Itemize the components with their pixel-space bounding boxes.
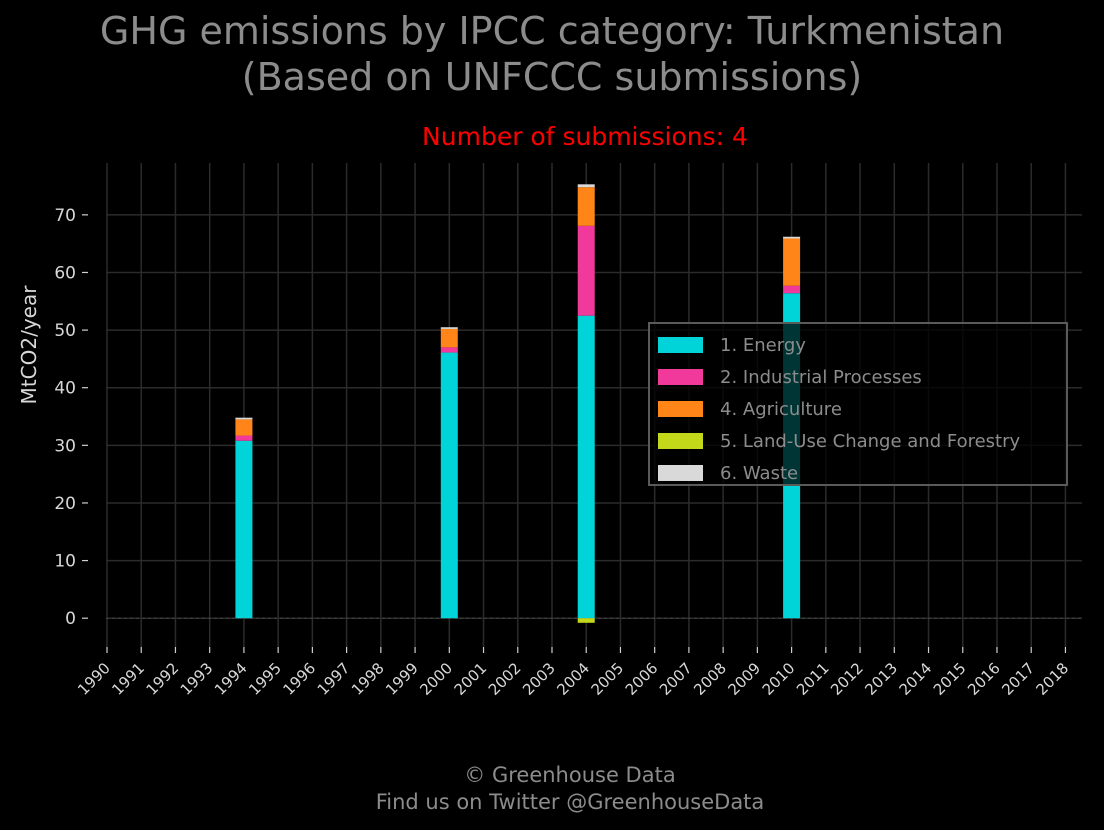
- legend-swatch-waste: [658, 465, 703, 481]
- bar-segment: [577, 187, 595, 226]
- chart-title-line1: GHG emissions by IPCC category: Turkmeni…: [99, 9, 1005, 53]
- bar-segment: [235, 417, 253, 420]
- bar-segment: [783, 236, 801, 239]
- x-tick-label: 2012: [827, 659, 867, 699]
- x-tick-label: 2004: [553, 659, 593, 699]
- legend-swatch-industrial: [658, 369, 703, 385]
- bar-segment: [577, 184, 595, 188]
- x-tick-label: 2010: [759, 659, 799, 699]
- x-tick-label: 2006: [622, 659, 662, 699]
- bar-segment: [235, 440, 253, 619]
- legend-item-waste: 6. Waste: [658, 460, 798, 486]
- bar-segment: [783, 238, 801, 286]
- x-tick-label: 2005: [588, 659, 628, 699]
- chart-subtitle: Number of submissions: 4: [422, 122, 748, 151]
- legend-label-energy: 1. Energy: [720, 334, 806, 356]
- x-tick-label: 2011: [793, 659, 833, 699]
- y-tick-label: 10: [54, 552, 76, 572]
- x-tick-label: 2016: [964, 659, 1004, 699]
- x-tick-label: 2001: [451, 659, 491, 699]
- y-tick-label: 70: [54, 206, 76, 226]
- legend-label-lulucf: 5. Land-Use Change and Forestry: [720, 430, 1021, 452]
- x-tick-label: 1999: [382, 659, 422, 699]
- footer: © Greenhouse Data Find us on Twitter @Gr…: [0, 762, 1104, 816]
- legend: 1. Energy 2. Industrial Processes 4. Agr…: [648, 322, 1068, 486]
- x-tick-label: 2007: [656, 659, 696, 699]
- x-tick-label: 1993: [177, 659, 217, 699]
- x-tick-label: 2017: [998, 659, 1038, 699]
- x-tick-label: 2013: [861, 659, 901, 699]
- y-tick-label: 40: [54, 379, 76, 399]
- x-tick-label: 2002: [485, 659, 525, 699]
- legend-item-energy: 1. Energy: [658, 332, 806, 358]
- bar-segment: [577, 618, 595, 623]
- x-tick-label: 2000: [416, 659, 456, 699]
- bar-segment: [440, 327, 458, 329]
- x-tick-label: 1991: [108, 659, 148, 699]
- x-tick-label: 2008: [690, 659, 730, 699]
- legend-item-lulucf: 5. Land-Use Change and Forestry: [658, 428, 1020, 454]
- y-tick-label: 30: [54, 436, 76, 456]
- x-tick-label: 1990: [74, 659, 114, 699]
- y-tick-label: 20: [54, 494, 76, 514]
- x-tick-label: 2018: [1033, 659, 1073, 699]
- footer-twitter: Find us on Twitter @GreenhouseData: [375, 790, 765, 814]
- bar-segment: [440, 328, 458, 348]
- y-axis-label: MtCO2/year: [17, 285, 41, 405]
- y-tick-label: 0: [65, 609, 76, 629]
- legend-item-industrial: 2. Industrial Processes: [658, 364, 922, 390]
- x-tick-label: 2015: [930, 659, 970, 699]
- footer-copyright: © Greenhouse Data: [464, 763, 676, 787]
- bar-segment: [440, 347, 458, 353]
- bar-segment: [235, 419, 253, 436]
- legend-swatch-agriculture: [658, 401, 703, 417]
- legend-swatch-energy: [658, 337, 703, 353]
- x-tick-label: 2014: [896, 659, 936, 699]
- x-tick-label: 1994: [211, 659, 251, 699]
- bar-segment: [235, 435, 253, 441]
- legend-label-waste: 6. Waste: [720, 462, 799, 484]
- bar-segment: [577, 225, 595, 316]
- legend-item-agriculture: 4. Agriculture: [658, 396, 842, 422]
- y-tick-label: 50: [54, 321, 76, 341]
- legend-swatch-lulucf: [658, 433, 703, 449]
- x-tick-label: 2003: [519, 659, 559, 699]
- x-tick-label: 1997: [314, 659, 354, 699]
- legend-label-industrial: 2. Industrial Processes: [720, 366, 922, 388]
- legend-label-agriculture: 4. Agriculture: [720, 398, 842, 420]
- x-tick-label: 1992: [143, 659, 183, 699]
- bar-segment: [783, 285, 801, 294]
- bar-segment: [577, 315, 595, 619]
- x-tick-label: 1998: [348, 659, 388, 699]
- x-tick-label: 2009: [724, 659, 764, 699]
- chart-title-line2: (Based on UNFCCC submissions): [241, 55, 863, 99]
- bar-segment: [440, 352, 458, 619]
- x-tick-label: 1995: [245, 659, 285, 699]
- chart-title: GHG emissions by IPCC category: Turkmeni…: [0, 8, 1104, 100]
- y-tick-label: 60: [54, 263, 76, 283]
- x-tick-label: 1996: [279, 659, 319, 699]
